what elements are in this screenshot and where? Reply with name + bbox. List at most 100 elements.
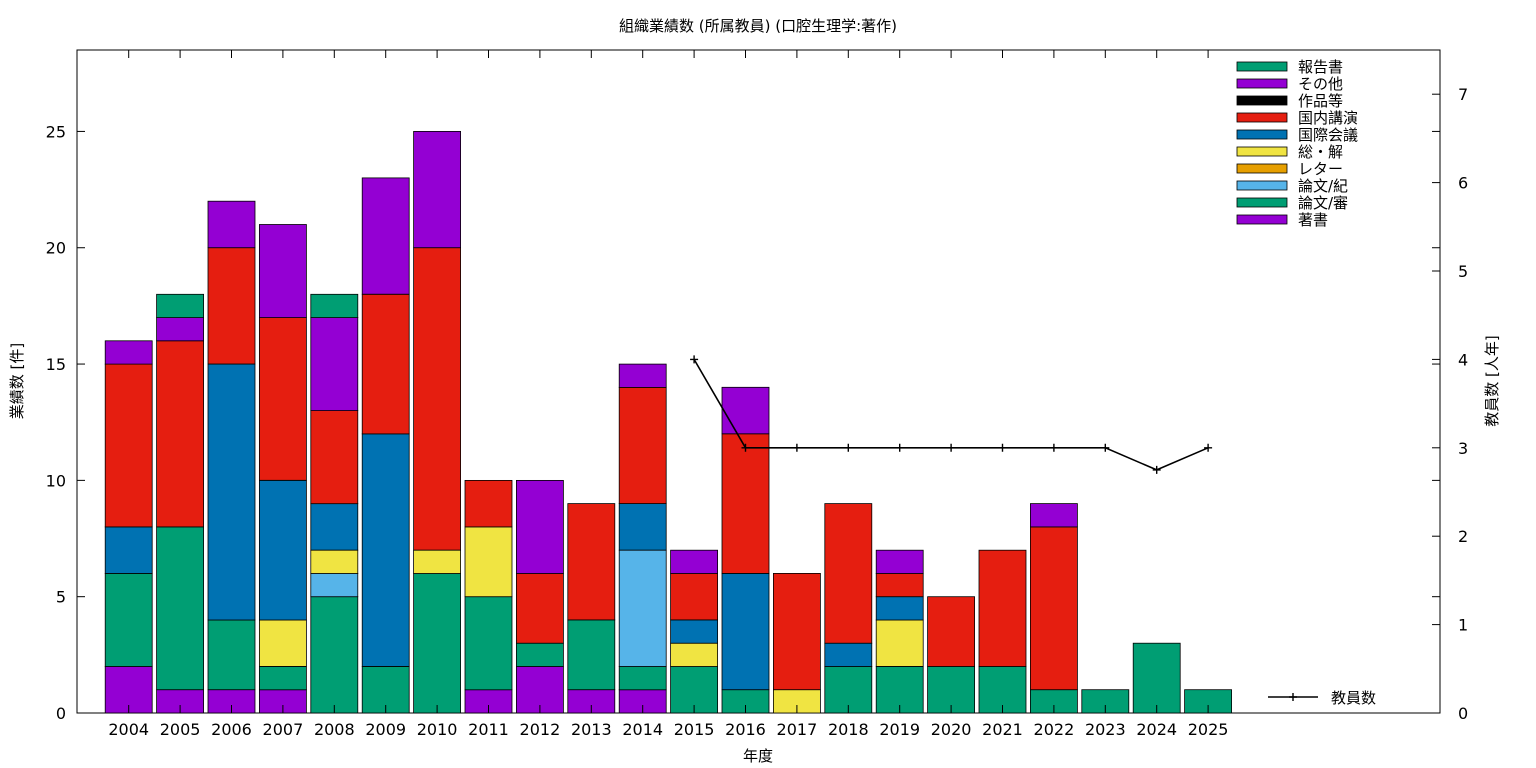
- y-tick-label: 25: [46, 122, 66, 141]
- legend-line-marker: [1289, 693, 1297, 701]
- bar-2004-series-5: [104, 526, 153, 574]
- legend-label: 著書: [1298, 211, 1328, 229]
- legend-label: 総・解: [1298, 143, 1343, 161]
- x-tick-label: 2019: [879, 720, 920, 739]
- x-tick-label: 2014: [622, 720, 663, 739]
- bar-2005-series-6: [156, 340, 205, 528]
- bar-2010-series-1: [413, 573, 462, 714]
- faculty-point-2025: [1204, 443, 1213, 452]
- y2-tick-label: 3: [1458, 439, 1468, 458]
- bars: [104, 130, 1232, 714]
- x-axis-label: 年度: [743, 747, 773, 765]
- bar-2018-series-6: [824, 503, 873, 644]
- bar-2007-series-6: [258, 317, 307, 481]
- bar-2016-series-8: [721, 386, 770, 435]
- legend-label: 国際会議: [1298, 126, 1358, 144]
- x-tick-label: 2022: [1034, 720, 1075, 739]
- legend-swatch-0: [1236, 61, 1288, 72]
- bar-2015-series-4: [670, 642, 718, 667]
- y-tick-label: 0: [56, 704, 66, 723]
- legend-label: レター: [1298, 160, 1343, 178]
- bar-2013-series-1: [567, 619, 616, 691]
- bar-2005-series-9: [156, 293, 205, 318]
- x-tick-label: 2018: [828, 720, 869, 739]
- bar-2011-series-6: [464, 479, 513, 528]
- bar-2008-series-5: [310, 503, 359, 551]
- legend-label: 論文/紀: [1298, 177, 1348, 195]
- bar-2019-series-4: [875, 619, 924, 667]
- legend-label: 国内講演: [1298, 109, 1358, 127]
- bar-2004-series-1: [104, 573, 153, 667]
- bar-2017-series-6: [773, 573, 821, 691]
- x-tick-label: 2010: [417, 720, 458, 739]
- bar-2016-series-5: [721, 573, 770, 691]
- legend-line-label: 教員数: [1331, 689, 1376, 707]
- bar-2005-series-1: [156, 526, 205, 691]
- bar-2013-series-6: [567, 503, 616, 621]
- faculty-point-2022: [1049, 443, 1058, 452]
- bar-2014-series-1: [618, 666, 667, 691]
- faculty-line-path: [693, 358, 1209, 471]
- faculty-point-2016: [741, 443, 750, 452]
- bar-2015-series-8: [670, 549, 718, 574]
- faculty-point-2023: [1101, 443, 1110, 452]
- legend-swatch-6: [1236, 163, 1288, 174]
- y2-tick-label: 0: [1458, 704, 1468, 723]
- bar-2015-series-6: [670, 573, 718, 621]
- bar-2021-series-6: [978, 549, 1027, 667]
- x-tick-label: 2005: [160, 720, 201, 739]
- x-tick-label: 2007: [263, 720, 304, 739]
- bar-2010-series-4: [413, 549, 462, 574]
- faculty-point-2020: [947, 443, 956, 452]
- legend-label: その他: [1298, 75, 1343, 93]
- faculty-point-2024: [1152, 465, 1161, 474]
- bar-2011-series-1: [464, 596, 513, 691]
- bar-2019-series-8: [875, 549, 924, 574]
- bar-2008-series-8: [310, 317, 359, 411]
- legend-swatch-4: [1236, 129, 1288, 140]
- legend-swatch-5: [1236, 146, 1288, 157]
- bar-2009-series-8: [361, 177, 410, 295]
- legend-swatch-1: [1236, 78, 1288, 89]
- bar-2015-series-5: [670, 619, 718, 644]
- legend-swatch-2: [1236, 95, 1288, 106]
- bar-2008-series-9: [310, 293, 359, 318]
- bar-2014-series-2: [618, 549, 667, 667]
- bar-2008-series-2: [310, 573, 359, 598]
- bar-2008-series-4: [310, 549, 359, 574]
- x-tick-label: 2015: [674, 720, 715, 739]
- faculty-point-2018: [844, 443, 853, 452]
- faculty-point-2015: [690, 355, 699, 364]
- legend-swatch-8: [1236, 197, 1288, 208]
- x-tick-label: 2025: [1188, 720, 1229, 739]
- bar-2007-series-1: [258, 666, 307, 691]
- legend-swatch-3: [1236, 112, 1288, 123]
- bar-2024-series-1: [1132, 642, 1181, 714]
- bar-2004-series-8: [104, 340, 153, 365]
- x-tick-label: 2009: [365, 720, 406, 739]
- bar-2022-series-6: [1030, 526, 1078, 691]
- bar-2011-series-4: [464, 526, 513, 598]
- bar-2012-series-1: [516, 642, 564, 667]
- y2-tick-label: 7: [1458, 85, 1468, 104]
- legend-swatch-7: [1236, 180, 1288, 191]
- x-tick-label: 2011: [468, 720, 509, 739]
- x-tick-label: 2021: [982, 720, 1023, 739]
- bar-2007-series-5: [258, 479, 307, 621]
- bar-2019-series-5: [875, 596, 924, 621]
- x-tick-label: 2008: [314, 720, 355, 739]
- x-tick-label: 2024: [1136, 720, 1177, 739]
- y2-tick-label: 4: [1458, 350, 1468, 369]
- x-tick-label: 2013: [571, 720, 612, 739]
- x-tick-label: 2004: [108, 720, 149, 739]
- x-tick-label: 2016: [725, 720, 766, 739]
- bar-2004-series-6: [104, 363, 153, 528]
- bar-2014-series-6: [618, 386, 667, 504]
- bar-2007-series-8: [258, 224, 307, 318]
- y2-tick-label: 5: [1458, 262, 1468, 281]
- bar-2007-series-4: [258, 619, 307, 667]
- bar-2006-series-1: [207, 619, 256, 691]
- faculty-line: [690, 355, 1213, 474]
